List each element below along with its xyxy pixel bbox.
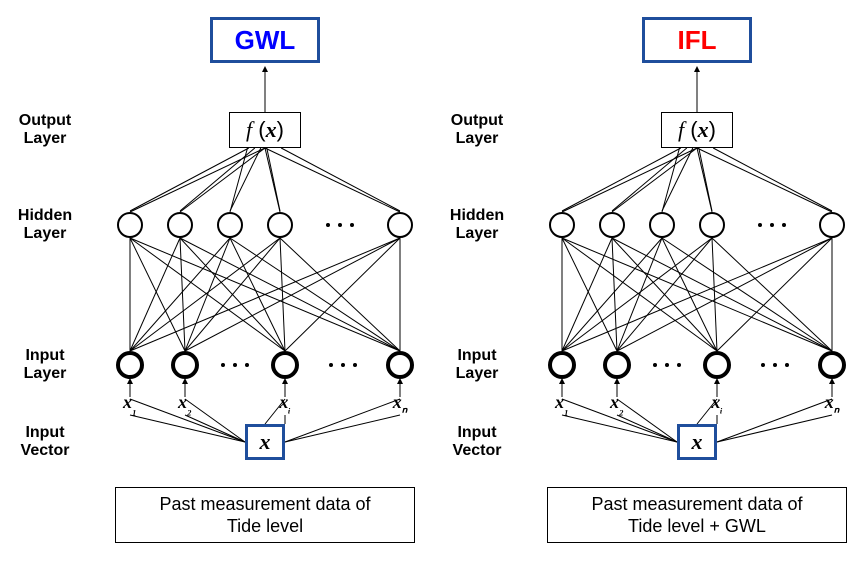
input-node <box>386 351 414 379</box>
input-ellipsis <box>761 363 789 367</box>
input-label: xₙ <box>393 392 408 418</box>
hidden-node <box>699 212 725 238</box>
hidden-node <box>387 212 413 238</box>
x-box: x <box>677 424 717 460</box>
label-input-vector: InputVector <box>21 424 70 460</box>
hidden-node <box>649 212 675 238</box>
hidden-ellipsis <box>326 223 354 227</box>
input-node <box>703 351 731 379</box>
label-output-layer: OutputLayer <box>19 112 71 148</box>
hidden-node <box>267 212 293 238</box>
input-label: x₂ <box>610 392 624 418</box>
label-output-layer: OutputLayer <box>451 112 503 148</box>
input-node <box>603 351 631 379</box>
fx-box: f (x) <box>229 112 301 148</box>
x-box: x <box>245 424 285 460</box>
input-label: xₙ <box>825 392 840 418</box>
input-ellipsis <box>329 363 357 367</box>
caption-box: Past measurement data ofTide level <box>115 487 415 543</box>
hidden-node <box>167 212 193 238</box>
title-box: GWL <box>210 17 320 63</box>
hidden-node <box>819 212 845 238</box>
label-input-layer: InputLayer <box>24 347 67 383</box>
input-label: x₁ <box>555 392 569 418</box>
caption-box: Past measurement data ofTide level + GWL <box>547 487 847 543</box>
title-box: IFL <box>642 17 752 63</box>
input-node <box>116 351 144 379</box>
input-label: xᵢ <box>711 392 722 418</box>
label-input-vector: InputVector <box>453 424 502 460</box>
input-label: x₁ <box>123 392 137 418</box>
input-ellipsis <box>221 363 249 367</box>
hidden-node <box>599 212 625 238</box>
label-hidden-layer: HiddenLayer <box>18 207 72 243</box>
input-node <box>171 351 199 379</box>
hidden-node <box>549 212 575 238</box>
label-hidden-layer: HiddenLayer <box>450 207 504 243</box>
input-ellipsis <box>653 363 681 367</box>
input-label: x₂ <box>178 392 192 418</box>
hidden-ellipsis <box>758 223 786 227</box>
input-label: xᵢ <box>279 392 290 418</box>
label-input-layer: InputLayer <box>456 347 499 383</box>
hidden-node <box>117 212 143 238</box>
input-node <box>548 351 576 379</box>
input-node <box>271 351 299 379</box>
input-node <box>818 351 846 379</box>
diagram-canvas: OutputLayer HiddenLayer InputLayer InputVec… <box>0 0 864 579</box>
fx-box: f (x) <box>661 112 733 148</box>
hidden-node <box>217 212 243 238</box>
